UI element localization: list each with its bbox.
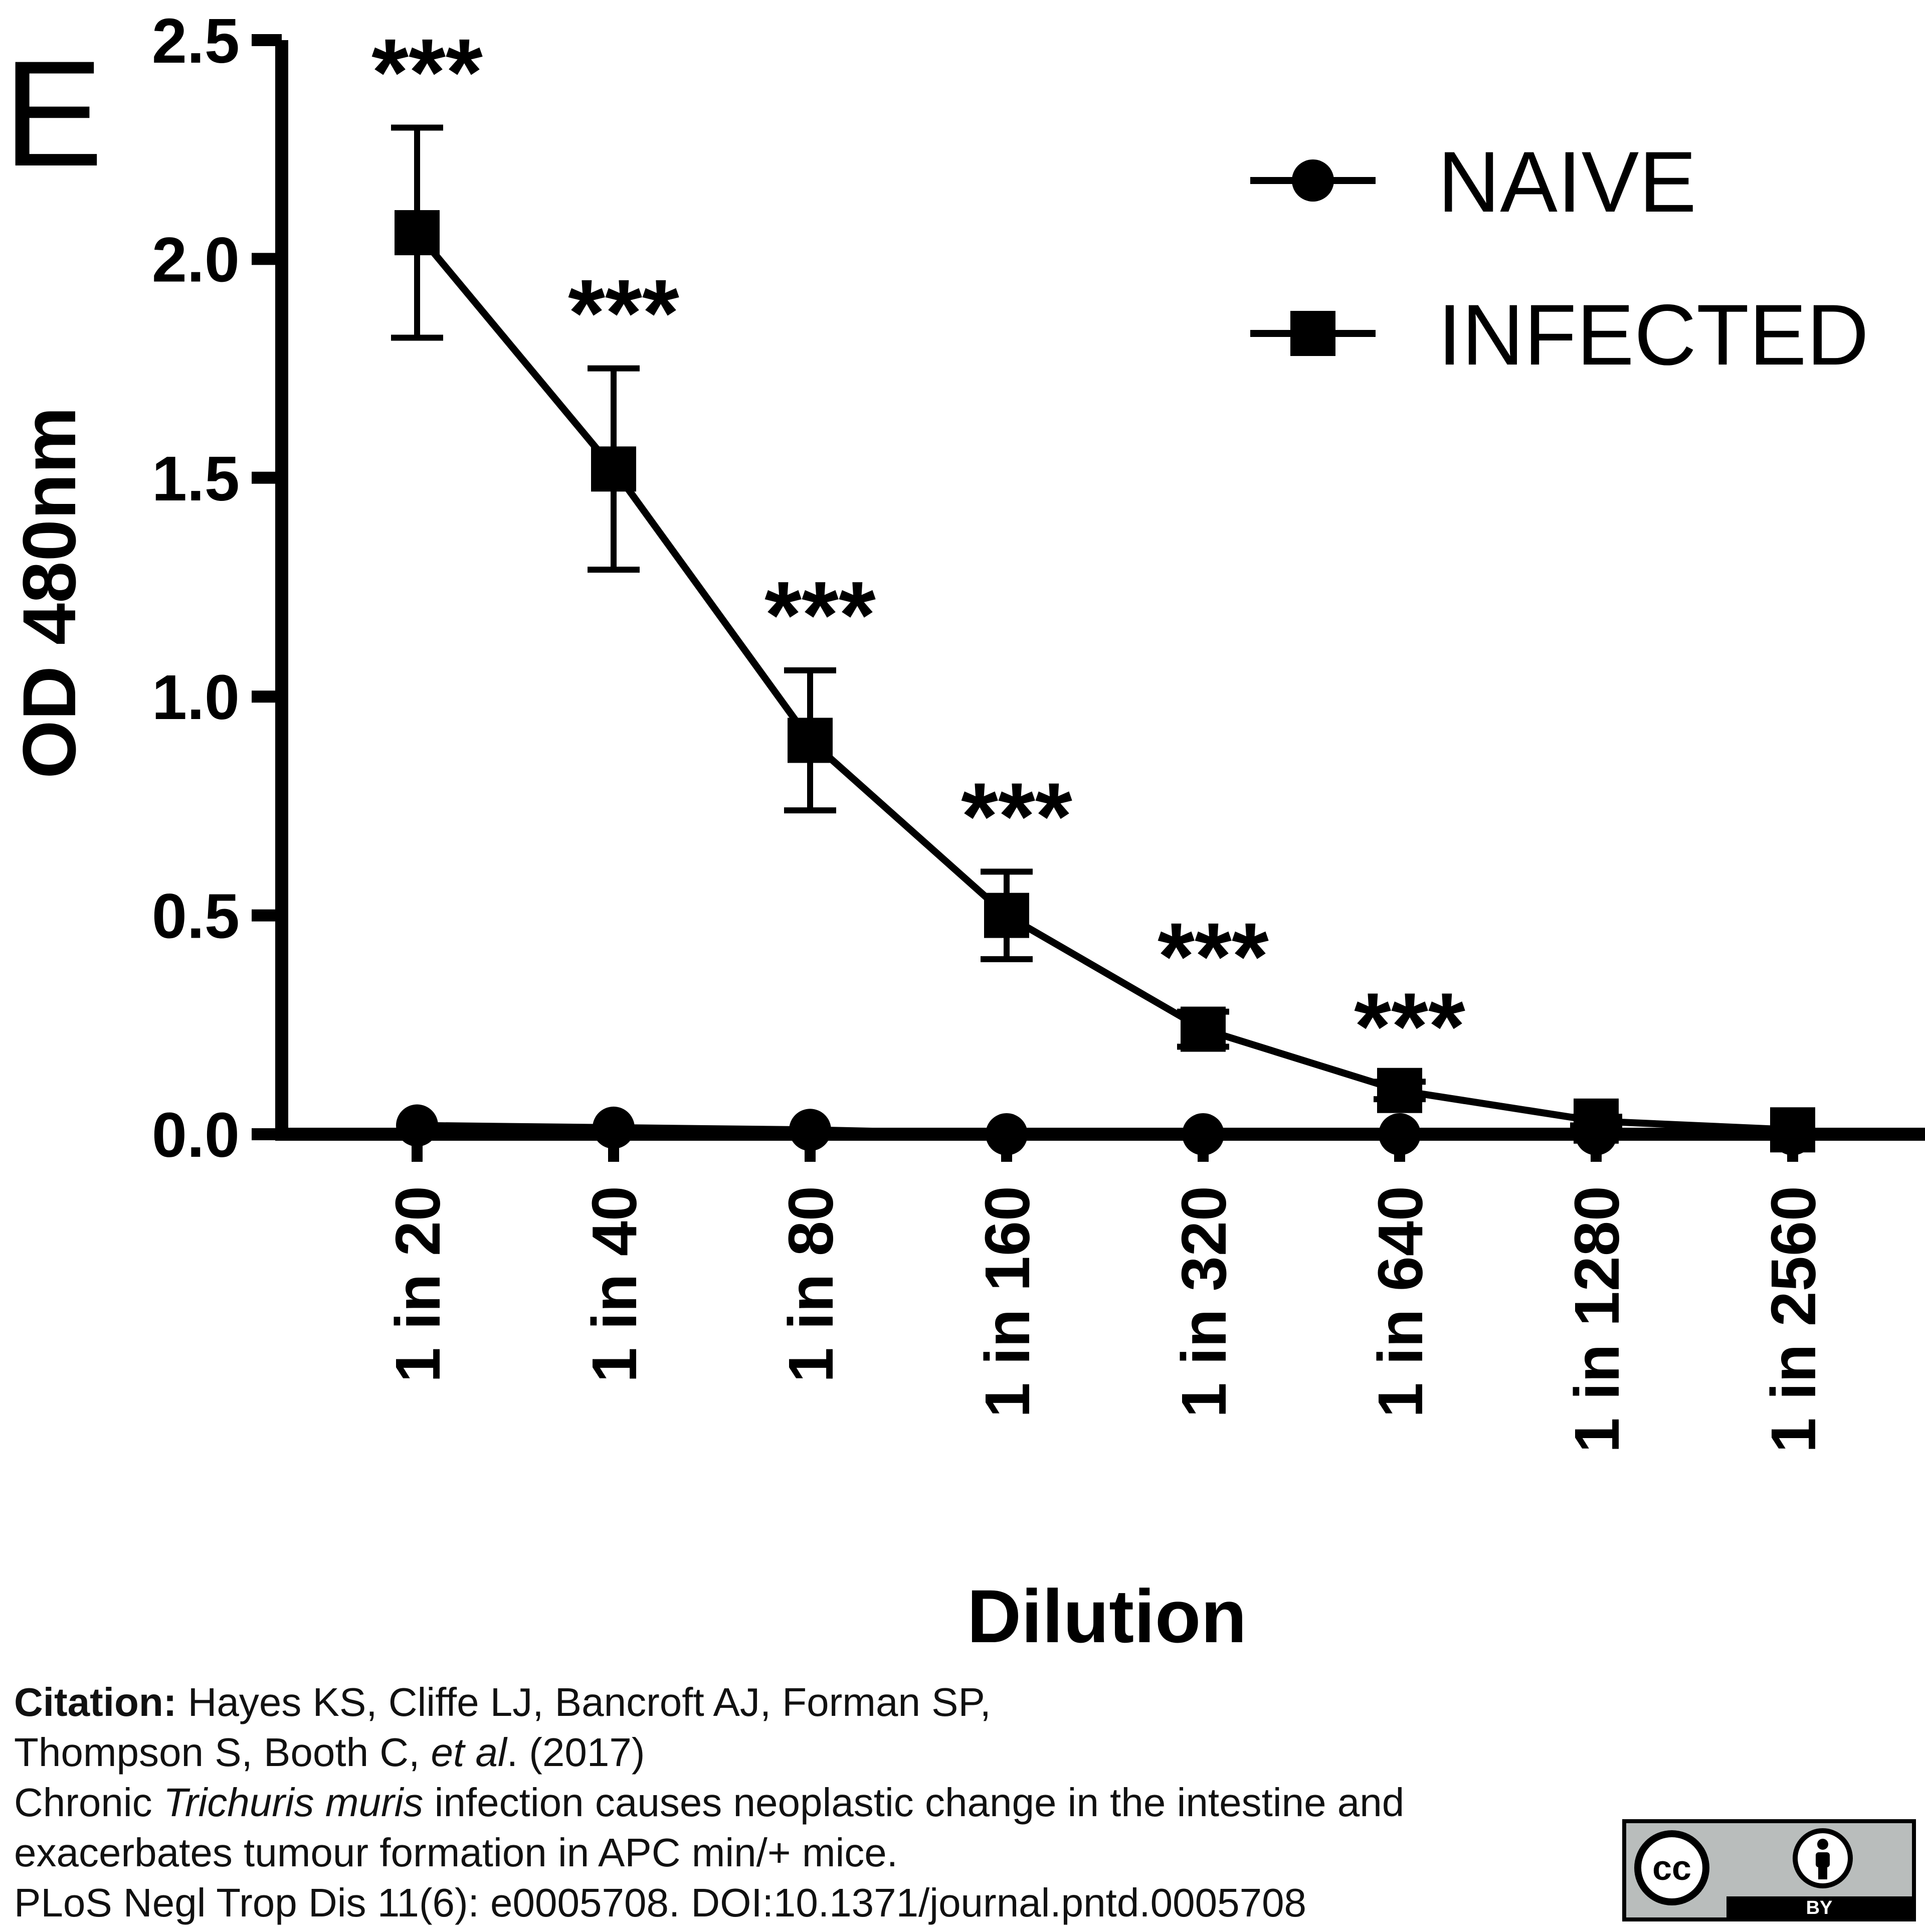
x-tick-label: 1 in 20 [382,1186,453,1382]
legend-marker-square [1290,311,1335,356]
x-tick-label: 1 in 1280 [1562,1186,1632,1453]
data-point-square [788,718,833,763]
citation-authors-2: Thompson S, Booth C, [14,1730,431,1775]
significance-marker: *** [961,763,1072,869]
x-tick-label: 1 in 320 [1169,1186,1239,1418]
significance-marker: *** [568,260,679,367]
significance-marker: *** [1158,904,1269,1010]
cc-icon: cc [1634,1830,1709,1905]
citation-line-1: Citation: Hayes KS, Cliffe LJ, Bancroft … [14,1677,1618,1727]
citation-line-3: Chronic Trichuris muris infection causes… [14,1778,1618,1828]
legend-label: INFECTED [1438,287,1869,383]
data-point-square [1377,1068,1422,1113]
significance-annotations: *** *** *** *** *** *** [371,20,1465,1080]
x-tick-label: 1 in 640 [1365,1186,1436,1418]
data-point-circle [593,1106,635,1149]
x-tick-label: 1 in 40 [579,1186,650,1382]
citation-line-2: Thompson S, Booth C, et al. (2017) [14,1727,1618,1778]
data-point-square [1181,1006,1226,1052]
by-label: BY [1726,1896,1912,1919]
chart: E OD 480nm Dilution 0.0 0.5 1.0 1.5 2.0 2.5 1… [3,6,1925,1658]
legend-label: NAIVE [1438,134,1696,230]
data-point-square [984,893,1029,938]
x-axis-ticks: 1 in 20 1 in 40 1 in 80 1 in 160 1 in 320 1 i… [382,1134,1829,1453]
significance-marker: *** [371,20,483,126]
legend: NAIVE INFECTED [1250,134,1869,383]
significance-marker: *** [764,562,876,668]
citation-et-al: et al [431,1730,507,1775]
person-icon [1793,1828,1853,1888]
x-tick-label: 1 in 80 [776,1186,846,1382]
y-tick-label: 0.0 [152,1100,240,1170]
cc-by-license-badge: cc BY [1622,1819,1916,1921]
series-line-infected [414,230,1793,1134]
citation-authors: Hayes KS, Cliffe LJ, Bancroft AJ, Forman… [176,1680,991,1724]
panel-label: E [3,29,103,198]
citation: Citation: Hayes KS, Cliffe LJ, Bancroft … [14,1677,1618,1928]
x-tick-label: 1 in 2560 [1758,1186,1829,1453]
citation-line-5: PLoS Negl Trop Dis 11(6): e0005708. DOI:… [14,1880,1307,1925]
series-infected [391,124,1815,1153]
y-axis-ticks: 0.0 0.5 1.0 1.5 2.0 2.5 [152,6,282,1170]
citation-title-c: infection causes neoplastic change in th… [423,1780,1405,1825]
legend-marker-circle [1292,159,1334,202]
y-tick-label: 0.5 [152,881,240,952]
data-point-square [591,446,636,492]
citation-title-a: Chronic [14,1780,163,1825]
citation-label: Citation: [14,1680,177,1724]
legend-item-naive: NAIVE [1250,134,1696,230]
y-tick-label: 1.5 [152,443,240,514]
y-tick-label: 1.0 [152,662,240,733]
y-tick-label: 2.0 [152,224,240,295]
legend-item-infected: INFECTED [1250,287,1869,383]
significance-marker: *** [1354,973,1465,1080]
citation-year: . (2017) [506,1730,645,1775]
x-axis-title: Dilution [967,1574,1247,1658]
y-axis-title: OD 480nm [7,407,91,779]
data-point-square [395,210,440,256]
x-tick-label: 1 in 160 [972,1186,1043,1418]
citation-title-species: Trichuris muris [163,1780,424,1825]
y-tick-label: 2.5 [152,6,240,76]
citation-line-4: exacerbates tumour formation in APC min/… [14,1830,898,1875]
